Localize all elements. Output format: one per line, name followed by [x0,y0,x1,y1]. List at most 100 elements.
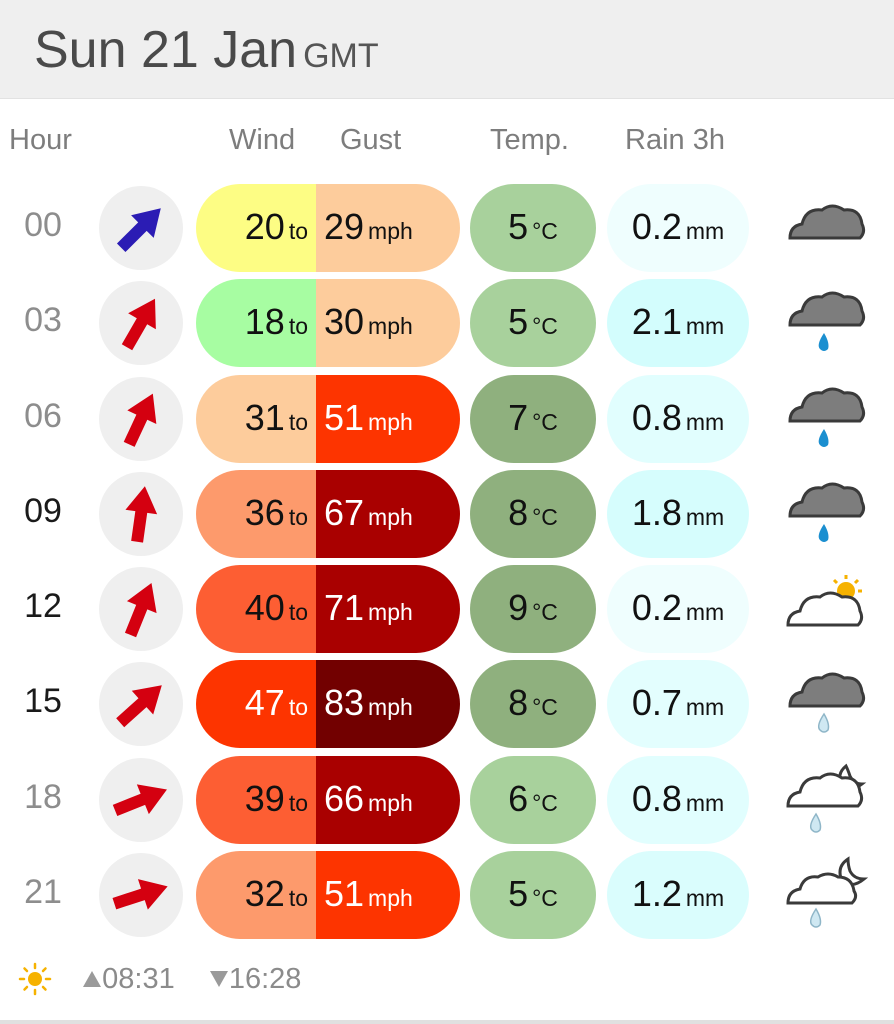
rain-value: 2.1 [631,301,682,342]
wind-direction-indicator [99,472,183,556]
wind-speed-cell: 39 to [196,756,316,844]
rain-pill: 0.7 mm [607,660,749,748]
forecast-row[interactable]: 06 31 to 51 mph 7 °C 0.8 mm [0,375,894,463]
arrow-north-northeast-icon [121,298,156,351]
wind-direction-indicator [99,186,183,270]
wind-speed: 31 [244,397,285,438]
cloud-light-rain-icon [788,672,866,733]
forecast-row[interactable]: 15 47 to 83 mph 8 °C 0.7 mm [0,660,894,748]
to-label: to [288,790,308,816]
forecast-row[interactable]: 03 18 to 30 mph 5 °C 2.1 mm [0,279,894,367]
moon-cloud-rain-icon [786,856,868,928]
sun-icon [18,963,52,996]
gust-speed-cell: 71 mph [316,565,460,653]
to-label: to [288,409,308,435]
arrow-northeast-icon [116,685,162,728]
page-title: Sun 21 Jan GMT [34,20,379,80]
rain-value: 1.8 [631,492,682,533]
column-header-hour: Hour [9,124,72,156]
celsius-label: °C [532,694,558,720]
triangle-up-icon [83,971,102,988]
mm-label: mm [685,218,725,244]
wind-gust-pill: 32 to 51 mph [196,851,460,939]
cloud-rain-icon [788,387,866,447]
forecast-row[interactable]: 12 40 to 71 mph 9 °C 0.2 mm [0,565,894,653]
cloud-sun-icon [786,575,864,627]
temperature-pill: 7 °C [470,375,596,463]
temperature-pill: 8 °C [470,660,596,748]
wind-speed: 32 [244,873,285,914]
forecast-row[interactable]: 18 39 to 66 mph 6 °C 0.8 mm [0,756,894,844]
arrow-north-northeast-icon [124,583,157,638]
gust-speed: 51 [324,873,365,914]
to-label: to [288,218,308,244]
hour-label: 12 [24,587,62,625]
temperature-value: 5 [508,206,529,247]
wind-direction-indicator [99,281,183,365]
gust-speed-cell: 66 mph [316,756,460,844]
weather-icon-cell [782,662,868,746]
date-label: Sun 21 Jan [34,21,298,79]
forecast-row[interactable]: 21 32 to 51 mph 5 °C 1.2 mm [0,851,894,939]
wind-direction-indicator [99,853,183,937]
mm-label: mm [685,694,725,720]
mph-label: mph [368,790,413,816]
gust-speed-cell: 51 mph [316,851,460,939]
hour-label: 09 [24,492,62,530]
hour-label: 03 [24,301,62,339]
timezone-label: GMT [303,37,379,75]
hour-label: 15 [24,682,62,720]
hour-label: 21 [24,873,62,911]
to-label: to [288,313,308,339]
cloud-rain-icon [788,291,866,351]
mm-label: mm [685,599,725,625]
wind-speed: 39 [244,778,285,819]
hour-label: 06 [24,397,62,435]
wind-speed-cell: 36 to [196,470,316,558]
wind-gust-pill: 36 to 67 mph [196,470,460,558]
rain-pill: 0.2 mm [607,184,749,272]
mm-label: mm [685,409,725,435]
arrow-east-northeast-icon [112,879,168,910]
celsius-label: °C [532,790,558,816]
celsius-label: °C [532,218,558,244]
mm-label: mm [685,885,725,911]
gust-speed-cell: 51 mph [316,375,460,463]
rain-value: 0.8 [631,778,682,819]
header-bar: Sun 21 Jan GMT [0,0,894,99]
arrow-east-northeast-icon [112,784,167,817]
wind-speed-cell: 47 to [196,660,316,748]
wind-direction-indicator [99,662,183,746]
triangle-down-icon [209,971,228,988]
wind-speed: 18 [244,301,285,342]
rain-value: 0.2 [631,587,682,628]
wind-speed: 20 [244,206,285,247]
column-header-temp: Temp. [490,124,569,156]
temperature-pill: 5 °C [470,184,596,272]
to-label: to [288,885,308,911]
weather-icon-cell [782,377,868,461]
mph-label: mph [368,885,413,911]
cloud-icon [788,204,866,240]
arrow-northeast-icon [116,208,161,253]
rain-pill: 0.8 mm [607,756,749,844]
temperature-pill: 5 °C [470,851,596,939]
arrow-north-icon [125,486,158,543]
wind-direction-indicator [99,758,183,842]
wind-speed-cell: 31 to [196,375,316,463]
celsius-label: °C [532,313,558,339]
forecast-row[interactable]: 09 36 to 67 mph 8 °C 1.8 mm [0,470,894,558]
wind-direction-indicator [99,567,183,651]
rain-pill: 1.8 mm [607,470,749,558]
gust-speed-cell: 29 mph [316,184,460,272]
sunrise-time: 08:31 [102,962,175,995]
rain-pill: 1.2 mm [607,851,749,939]
cloud-moon-rain-icon [786,763,867,833]
temperature-pill: 9 °C [470,565,596,653]
weather-icon-cell [782,853,868,937]
to-label: to [288,599,308,625]
weather-icon-cell [782,567,868,651]
hour-label: 18 [24,778,62,816]
sunset-time: 16:28 [228,962,302,995]
forecast-row[interactable]: 00 20 to 29 mph 5 °C 0.2 mm [0,184,894,272]
